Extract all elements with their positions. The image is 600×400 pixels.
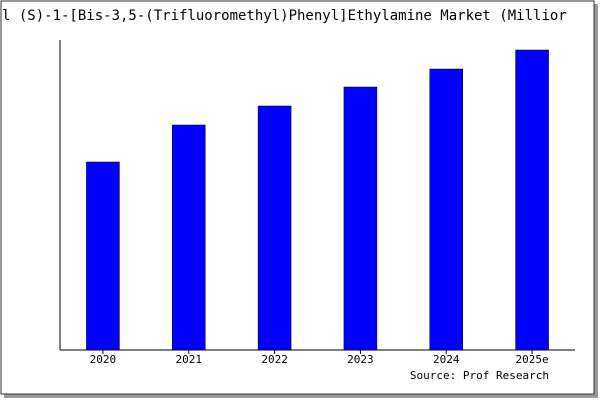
bar	[172, 124, 206, 351]
bar	[343, 86, 378, 351]
x-tick-label: 2025e	[516, 353, 549, 366]
bar	[429, 68, 463, 351]
chart-title: l (S)-1-[Bis-3,5-(Trifluoromethyl)Phenyl…	[2, 8, 567, 24]
source-note: Source: Prof Research	[410, 369, 549, 382]
bar	[515, 49, 549, 351]
bar	[86, 161, 120, 351]
x-tick-label: 2022	[261, 353, 288, 366]
x-tick-label: 2020	[90, 353, 117, 366]
x-tick-label: 2023	[347, 353, 374, 366]
x-tick-label: 2024	[433, 353, 460, 366]
bar	[257, 105, 292, 351]
x-tick-label: 2021	[176, 353, 203, 366]
